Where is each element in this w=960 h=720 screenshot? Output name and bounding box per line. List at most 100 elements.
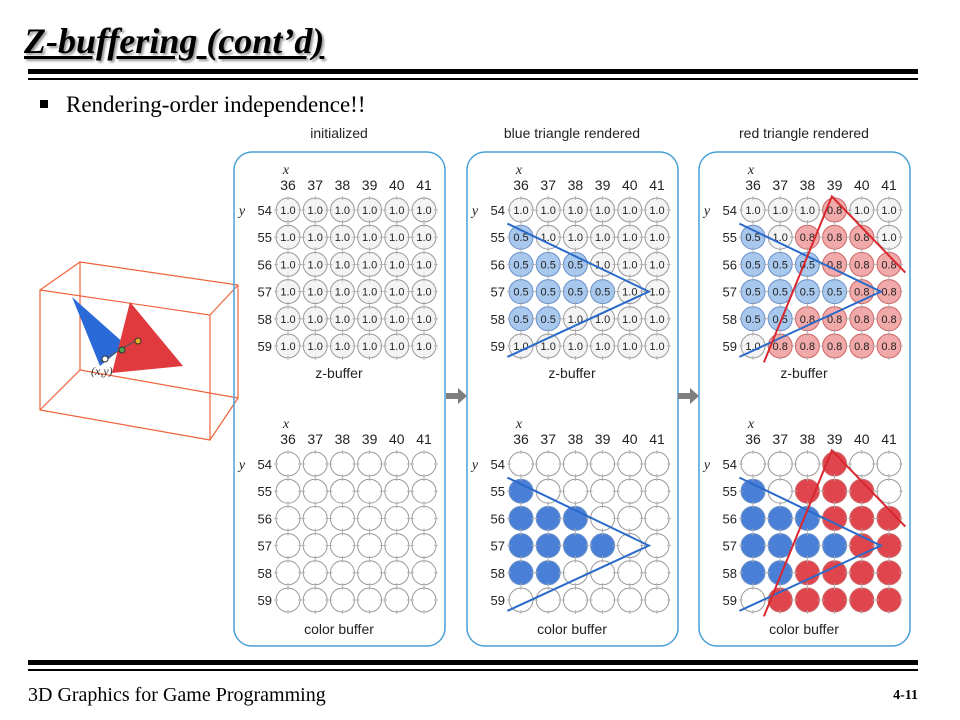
row-tick-label: 57 xyxy=(723,285,737,300)
row-tick-label: 55 xyxy=(723,230,737,245)
pixel-crosshair xyxy=(301,250,330,279)
pixel-crosshair xyxy=(588,223,617,252)
colorbuffer-label: color buffer xyxy=(769,621,839,637)
x-axis-label: x xyxy=(282,417,290,432)
pixel-crosshair xyxy=(739,531,767,560)
depth-value: 1.0 xyxy=(881,205,896,217)
pixel-cell xyxy=(508,478,534,504)
pixel-crosshair xyxy=(507,277,535,306)
column-tick-label: 37 xyxy=(307,431,323,447)
pixel-crosshair xyxy=(410,196,438,224)
depth-value: 1.0 xyxy=(622,259,637,271)
pixel-crosshair xyxy=(766,196,795,224)
panel-heading: red triangle rendered xyxy=(739,125,869,141)
pixel-crosshair xyxy=(328,223,357,252)
pixel-crosshair xyxy=(793,586,822,614)
depth-value: 1.0 xyxy=(335,341,350,353)
pixel-crosshair xyxy=(615,223,644,252)
row-tick-label: 58 xyxy=(723,312,737,327)
pixel-crosshair xyxy=(793,504,822,533)
pixel-crosshair xyxy=(534,304,563,333)
column-tick-label: 36 xyxy=(745,431,761,447)
pixel-crosshair xyxy=(615,477,644,506)
pixel-crosshair xyxy=(739,196,767,224)
pixel-crosshair xyxy=(301,586,330,614)
blue-triangle-edge xyxy=(506,476,652,612)
column-tick-label: 36 xyxy=(280,431,296,447)
pixel-cell xyxy=(794,587,820,613)
depth-value: 0.5 xyxy=(568,287,583,299)
x-axis-label: x xyxy=(515,417,523,432)
slide-title: Z-buffering (cont’d) xyxy=(24,21,325,61)
arrows xyxy=(446,388,699,404)
right-arrow-icon xyxy=(446,388,467,404)
depth-value: 1.0 xyxy=(649,259,664,271)
pixel-cell xyxy=(767,505,793,531)
pixel-crosshair xyxy=(847,277,876,306)
pixel-cell xyxy=(849,560,875,586)
depth-value: 1.0 xyxy=(308,205,323,217)
row-tick-label: 56 xyxy=(258,257,272,272)
pixel-crosshair xyxy=(875,558,903,587)
row-tick-label: 57 xyxy=(258,539,272,554)
pixel-crosshair xyxy=(793,277,822,306)
row-tick-label: 58 xyxy=(258,312,272,327)
pixel-cell xyxy=(590,478,616,504)
pixel-crosshair xyxy=(847,558,876,587)
pixel-crosshair xyxy=(820,586,849,614)
depth-value: 1.0 xyxy=(280,314,295,326)
depth-value: 0.8 xyxy=(773,341,788,353)
depth-value: 1.0 xyxy=(362,205,377,217)
pixel-crosshair xyxy=(382,450,411,478)
pixel-crosshair xyxy=(793,196,822,224)
pixel-crosshair xyxy=(561,450,590,478)
pixel-crosshair xyxy=(766,504,795,533)
depth-value: 1.0 xyxy=(416,232,431,244)
pixel-crosshair xyxy=(561,277,590,306)
pixel-crosshair xyxy=(739,250,767,279)
pixel-crosshair xyxy=(382,332,411,360)
depth-value: 0.8 xyxy=(827,314,842,326)
pixel-crosshair xyxy=(274,332,302,360)
blue-triangle-edge xyxy=(506,222,652,358)
pixel-crosshair xyxy=(534,586,563,614)
pixel-crosshair xyxy=(847,304,876,333)
pixel-crosshair xyxy=(875,223,903,252)
pixel-crosshair xyxy=(615,531,644,560)
pixel-crosshair xyxy=(534,250,563,279)
footer-rule-thick xyxy=(28,660,918,665)
pixel-crosshair xyxy=(847,250,876,279)
footer-text: 3D Graphics for Game Programming xyxy=(28,684,326,706)
pixel-crosshair xyxy=(328,477,357,506)
pixel-crosshair xyxy=(355,477,384,506)
pixel-cell xyxy=(411,560,437,586)
pixel-cell xyxy=(617,451,643,477)
pixel-cell xyxy=(644,560,670,586)
pixel-crosshair xyxy=(875,332,903,360)
pixel-crosshair xyxy=(875,196,903,224)
pixel-crosshair xyxy=(643,531,671,560)
pixel-crosshair xyxy=(382,531,411,560)
pixel-crosshair xyxy=(507,304,535,333)
pixel-cell xyxy=(876,587,902,613)
pixel-crosshair xyxy=(588,450,617,478)
pixel-crosshair xyxy=(274,504,302,533)
pixel-crosshair xyxy=(301,332,330,360)
pixel-crosshair xyxy=(382,223,411,252)
pixel-crosshair xyxy=(793,477,822,506)
pixel-crosshair xyxy=(328,558,357,587)
pixel-crosshair xyxy=(507,250,535,279)
pixel-crosshair xyxy=(301,223,330,252)
column-tick-label: 39 xyxy=(827,177,843,193)
y-axis-label: y xyxy=(237,458,246,473)
pixel-cell xyxy=(590,451,616,477)
pixel-cell xyxy=(644,478,670,504)
pixel-crosshair xyxy=(588,477,617,506)
column-tick-label: 37 xyxy=(540,431,556,447)
y-axis-label: y xyxy=(237,204,246,219)
depth-value: 0.5 xyxy=(513,259,528,271)
pixel-crosshair xyxy=(301,558,330,587)
pixel-crosshair xyxy=(507,531,535,560)
scene-illustration: (x,y) xyxy=(39,261,239,441)
column-tick-label: 38 xyxy=(800,177,816,193)
